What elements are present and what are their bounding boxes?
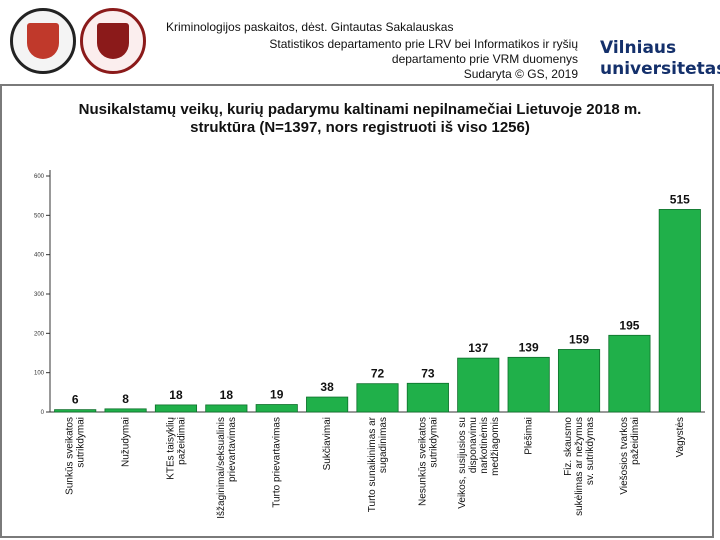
x-tick-label-line: Veikos, susijusios su: [457, 417, 468, 509]
x-tick-label-line: Plėšimai: [524, 417, 535, 455]
x-tick-label-line: Vagystės: [675, 417, 686, 457]
x-tick-label-line: sv. sutrikdymas: [585, 417, 596, 485]
x-tick-label: Sunkūs sveikatos sutrikdymai: [65, 417, 87, 495]
data-label: 73: [421, 366, 435, 380]
x-tick-label-line: pažeidimai: [176, 417, 187, 465]
source-line-1: Statistikos departamento prie LRV bei In…: [269, 37, 578, 51]
x-tick-label-line: sukėlimas ar nežymus: [574, 417, 585, 516]
data-label: 195: [619, 318, 639, 332]
x-tick-label-line: Išžaginimai/seksualinis: [216, 417, 227, 519]
x-tick-label: Vagystės: [675, 417, 686, 457]
bar: [255, 404, 298, 413]
x-tick-label: Nužudymai: [121, 417, 132, 467]
bar: [457, 357, 500, 413]
university-seal-icon: [10, 8, 76, 74]
x-tick-label: Fiz. skausmo sukėlimas ar nežymus sv. sutr…: [563, 417, 596, 516]
x-tick-label-line: sutrikdymai: [76, 417, 87, 468]
university-wordmark: Vilniaus universitetas: [600, 38, 720, 80]
bar: [54, 409, 97, 413]
bar: [658, 209, 701, 413]
x-tick-label: Nesunkūs sveikatos sutrikdymai: [417, 417, 439, 506]
x-tick-label-line: Sukčiavimai: [322, 417, 333, 470]
chart-title-line-1: Nusikalstamų veikų, kurių padarymu kalti…: [79, 101, 642, 118]
x-tick-label-line: Nesunkūs sveikatos: [417, 417, 428, 506]
x-tick-label: Viešosios tvarkos pažeidimai: [619, 417, 641, 495]
data-label: 159: [569, 332, 589, 346]
bar: [406, 382, 449, 413]
source-line-2: departamento prie VRM duomenys: [391, 52, 578, 66]
x-tick-label: Sukčiavimai: [322, 417, 333, 470]
y-tick-label: 400: [34, 253, 45, 259]
x-tick-label-line: Sunkūs sveikatos: [65, 417, 76, 495]
data-label: 18: [169, 388, 183, 402]
x-tick-label-line: narkotinėmis: [479, 417, 490, 474]
x-tick-label: Plėšimai: [524, 417, 535, 455]
x-tick-label-line: disponavimu: [468, 417, 479, 473]
bar: [104, 408, 147, 413]
y-tick-label: 600: [34, 174, 45, 180]
data-label: 38: [320, 380, 334, 394]
x-tick-label: KTEs taisyklių pažeidimai: [165, 417, 187, 480]
data-label: 515: [670, 192, 690, 206]
y-tick-label: 300: [34, 292, 45, 298]
x-tick-label-line: Viešosios tvarkos: [619, 417, 630, 495]
bar-chart: Nusikalstamų veikų, kurių padarymu kalti…: [34, 101, 705, 519]
data-label: 18: [220, 388, 234, 402]
x-tick-label-line: KTEs taisyklių: [165, 417, 176, 480]
x-tick-label-line: medžiagomis: [490, 417, 501, 476]
data-label: 8: [122, 392, 129, 406]
wordmark-line-2: universitetas: [600, 59, 720, 79]
data-label: 72: [371, 367, 385, 381]
x-tick-label: Išžaginimai/seksualinis prievartavimas: [216, 417, 238, 519]
x-tick-label: Turto sunaikinimas ar sugadinimas: [367, 416, 389, 512]
y-tick-label: 200: [34, 331, 45, 337]
bar: [608, 334, 651, 413]
x-tick-label-line: prievartavimas: [227, 417, 238, 482]
bar: [356, 383, 399, 413]
x-tick-label-line: pažeidimai: [630, 417, 641, 465]
data-label: 139: [519, 340, 539, 354]
chart-frame: [0, 84, 714, 538]
x-tick-label: Veikos, susijusios su disponavimu narkotin…: [457, 417, 501, 509]
x-tick-label-line: sutrikdymai: [428, 417, 439, 468]
x-tick-label-line: Turto sunaikinimas ar: [367, 416, 378, 512]
law-faculty-seal-icon: [80, 8, 146, 74]
wordmark-line-1: Vilniaus: [600, 38, 677, 58]
bar: [557, 349, 601, 413]
x-tick-label-line: Fiz. skausmo: [563, 417, 574, 476]
lecture-credit: Kriminologijos paskaitos, dėst. Gintauta…: [166, 20, 454, 34]
slide-header: Kriminologijos paskaitos, dėst. Gintauta…: [0, 0, 720, 84]
bar: [205, 404, 248, 413]
bar: [507, 356, 550, 413]
x-tick-label-line: sugadinimas: [378, 417, 389, 473]
bar: [306, 396, 349, 413]
y-tick-label: 100: [34, 371, 45, 377]
y-tick-label: 0: [41, 410, 45, 416]
x-tick-label: Turto prievartavimas: [272, 417, 283, 508]
x-tick-label-line: Nužudymai: [121, 417, 132, 467]
data-label: 19: [270, 388, 284, 402]
x-tick-label-line: Turto prievartavimas: [272, 417, 283, 508]
chart-title-line-2: struktūra (N=1397, nors registruoti iš v…: [190, 119, 530, 136]
y-tick-label: 500: [34, 213, 45, 219]
data-label: 6: [72, 393, 79, 407]
copyright-line: Sudaryta © GS, 2019: [463, 67, 578, 81]
bar: [154, 404, 198, 413]
data-label: 137: [468, 341, 488, 355]
